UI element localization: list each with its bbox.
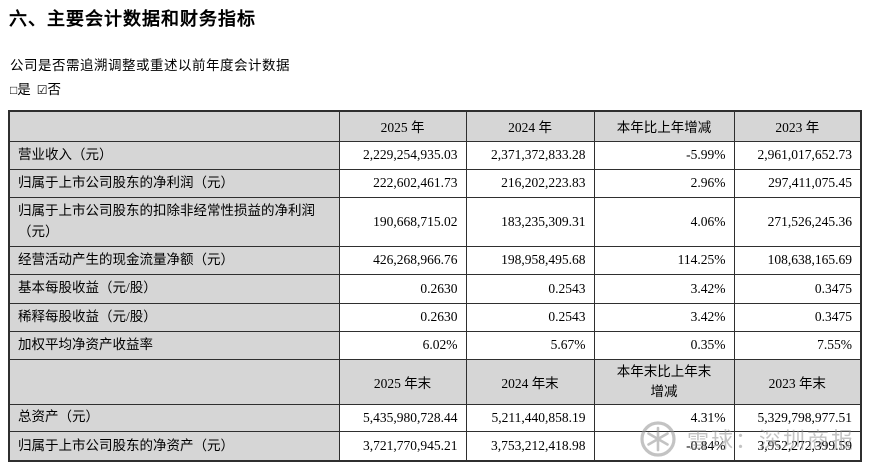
header-cell-change: 本年比上年增减 — [593, 110, 735, 142]
cell-change-value: 3.42% — [593, 273, 735, 304]
cell-2025-value: 190,668,715.02 — [338, 196, 467, 247]
cell-2023-value: 3,952,272,399.59 — [733, 430, 862, 462]
restatement-yes-label: 是 — [17, 82, 31, 97]
cell-2024-value: 216,202,223.83 — [465, 168, 595, 198]
cell-2025-value: 426,268,966.76 — [338, 245, 467, 275]
header-cell-2025: 2025 年 — [338, 110, 467, 142]
header-cell-2024-end: 2024 年末 — [465, 358, 595, 405]
cell-2023-value: 297,411,075.45 — [733, 168, 862, 198]
cell-2024-value: 183,235,309.31 — [465, 196, 595, 247]
cell-change-value: 4.31% — [593, 403, 735, 432]
table-row: 经营活动产生的现金流量净额（元） 426,268,966.76 198,958,… — [8, 245, 862, 275]
cell-2025-value: 3,721,770,945.21 — [338, 430, 467, 462]
restatement-no-label: 否 — [47, 82, 62, 97]
cell-change-value: -0.84% — [593, 430, 735, 462]
cell-2025-value: 222,602,461.73 — [338, 168, 467, 198]
header-cell-change-end: 本年末比上年末增减 — [593, 358, 735, 405]
restatement-option-no: ☑否 — [37, 82, 61, 97]
cell-change-value: 2.96% — [593, 168, 735, 198]
row-label: 加权平均净资产收益率 — [8, 330, 340, 360]
table-row: 营业收入（元） 2,229,254,935.03 2,371,372,833.2… — [8, 140, 862, 170]
table-header-year-end: 2025 年末 2024 年末 本年末比上年末增减 2023 年末 — [8, 358, 862, 405]
row-label: 基本每股收益（元/股） — [8, 273, 340, 304]
cell-2023-value: 0.3475 — [733, 273, 862, 304]
table-header-period: 2025 年 2024 年 本年比上年增减 2023 年 — [8, 110, 862, 142]
table-row: 归属于上市公司股东的净利润（元） 222,602,461.73 216,202,… — [8, 168, 862, 198]
financial-indicators-table: 2025 年 2024 年 本年比上年增减 2023 年 营业收入（元） 2,2… — [8, 110, 862, 462]
cell-2025-value: 0.2630 — [338, 302, 467, 332]
checkbox-unchecked-icon: □ — [10, 83, 18, 97]
table-row: 归属于上市公司股东的净资产（元） 3,721,770,945.21 3,753,… — [8, 430, 862, 462]
header-cell-2024: 2024 年 — [465, 110, 595, 142]
table-row: 加权平均净资产收益率 6.02% 5.67% 0.35% 7.55% — [8, 330, 862, 360]
cell-2023-value: 271,526,245.36 — [733, 196, 862, 247]
cell-2025-value: 0.2630 — [338, 273, 467, 304]
cell-2024-value: 5,211,440,858.19 — [465, 403, 595, 432]
cell-2023-value: 108,638,165.69 — [733, 245, 862, 275]
cell-2025-value: 2,229,254,935.03 — [338, 140, 467, 170]
restatement-question: 公司是否需追溯调整或重述以前年度会计数据 — [10, 58, 290, 73]
page-title: 六、主要会计数据和财务指标 — [9, 9, 256, 29]
cell-2024-value: 198,958,495.68 — [465, 245, 595, 275]
row-label: 归属于上市公司股东的净资产（元） — [8, 430, 340, 462]
header-cell-blank — [8, 110, 340, 142]
cell-2025-value: 5,435,980,728.44 — [338, 403, 467, 432]
header-cell-2023-end: 2023 年末 — [733, 358, 862, 405]
table-row: 基本每股收益（元/股） 0.2630 0.2543 3.42% 0.3475 — [8, 273, 862, 304]
cell-2024-value: 0.2543 — [465, 273, 595, 304]
cell-2024-value: 0.2543 — [465, 302, 595, 332]
cell-change-value: 114.25% — [593, 245, 735, 275]
cell-2025-value: 6.02% — [338, 330, 467, 360]
cell-change-value: -5.99% — [593, 140, 735, 170]
row-label: 归属于上市公司股东的净利润（元） — [8, 168, 340, 198]
row-label: 经营活动产生的现金流量净额（元） — [8, 245, 340, 275]
table-row: 归属于上市公司股东的扣除非经常性损益的净利润（元） 190,668,715.02… — [8, 196, 862, 247]
header-cell-2025-end: 2025 年末 — [338, 358, 467, 405]
row-label: 归属于上市公司股东的扣除非经常性损益的净利润（元） — [8, 196, 340, 247]
restatement-option-yes: □是 — [10, 82, 31, 97]
cell-2023-value: 5,329,798,977.51 — [733, 403, 862, 432]
cell-2023-value: 7.55% — [733, 330, 862, 360]
table-row: 总资产（元） 5,435,980,728.44 5,211,440,858.19… — [8, 403, 862, 432]
cell-2024-value: 3,753,212,418.98 — [465, 430, 595, 462]
row-label: 稀释每股收益（元/股） — [8, 302, 340, 332]
cell-2023-value: 0.3475 — [733, 302, 862, 332]
row-label: 总资产（元） — [8, 403, 340, 432]
row-label: 营业收入（元） — [8, 140, 340, 170]
restatement-answer: □是 ☑否 — [10, 78, 67, 98]
cell-2024-value: 2,371,372,833.28 — [465, 140, 595, 170]
header-cell-2023: 2023 年 — [733, 110, 862, 142]
cell-change-value: 4.06% — [593, 196, 735, 247]
checkbox-checked-icon: ☑ — [36, 83, 48, 97]
cell-2023-value: 2,961,017,652.73 — [733, 140, 862, 170]
cell-change-value: 0.35% — [593, 330, 735, 360]
cell-change-value: 3.42% — [593, 302, 735, 332]
table-row: 稀释每股收益（元/股） 0.2630 0.2543 3.42% 0.3475 — [8, 302, 862, 332]
cell-2024-value: 5.67% — [465, 330, 595, 360]
header-cell-blank — [8, 358, 340, 405]
